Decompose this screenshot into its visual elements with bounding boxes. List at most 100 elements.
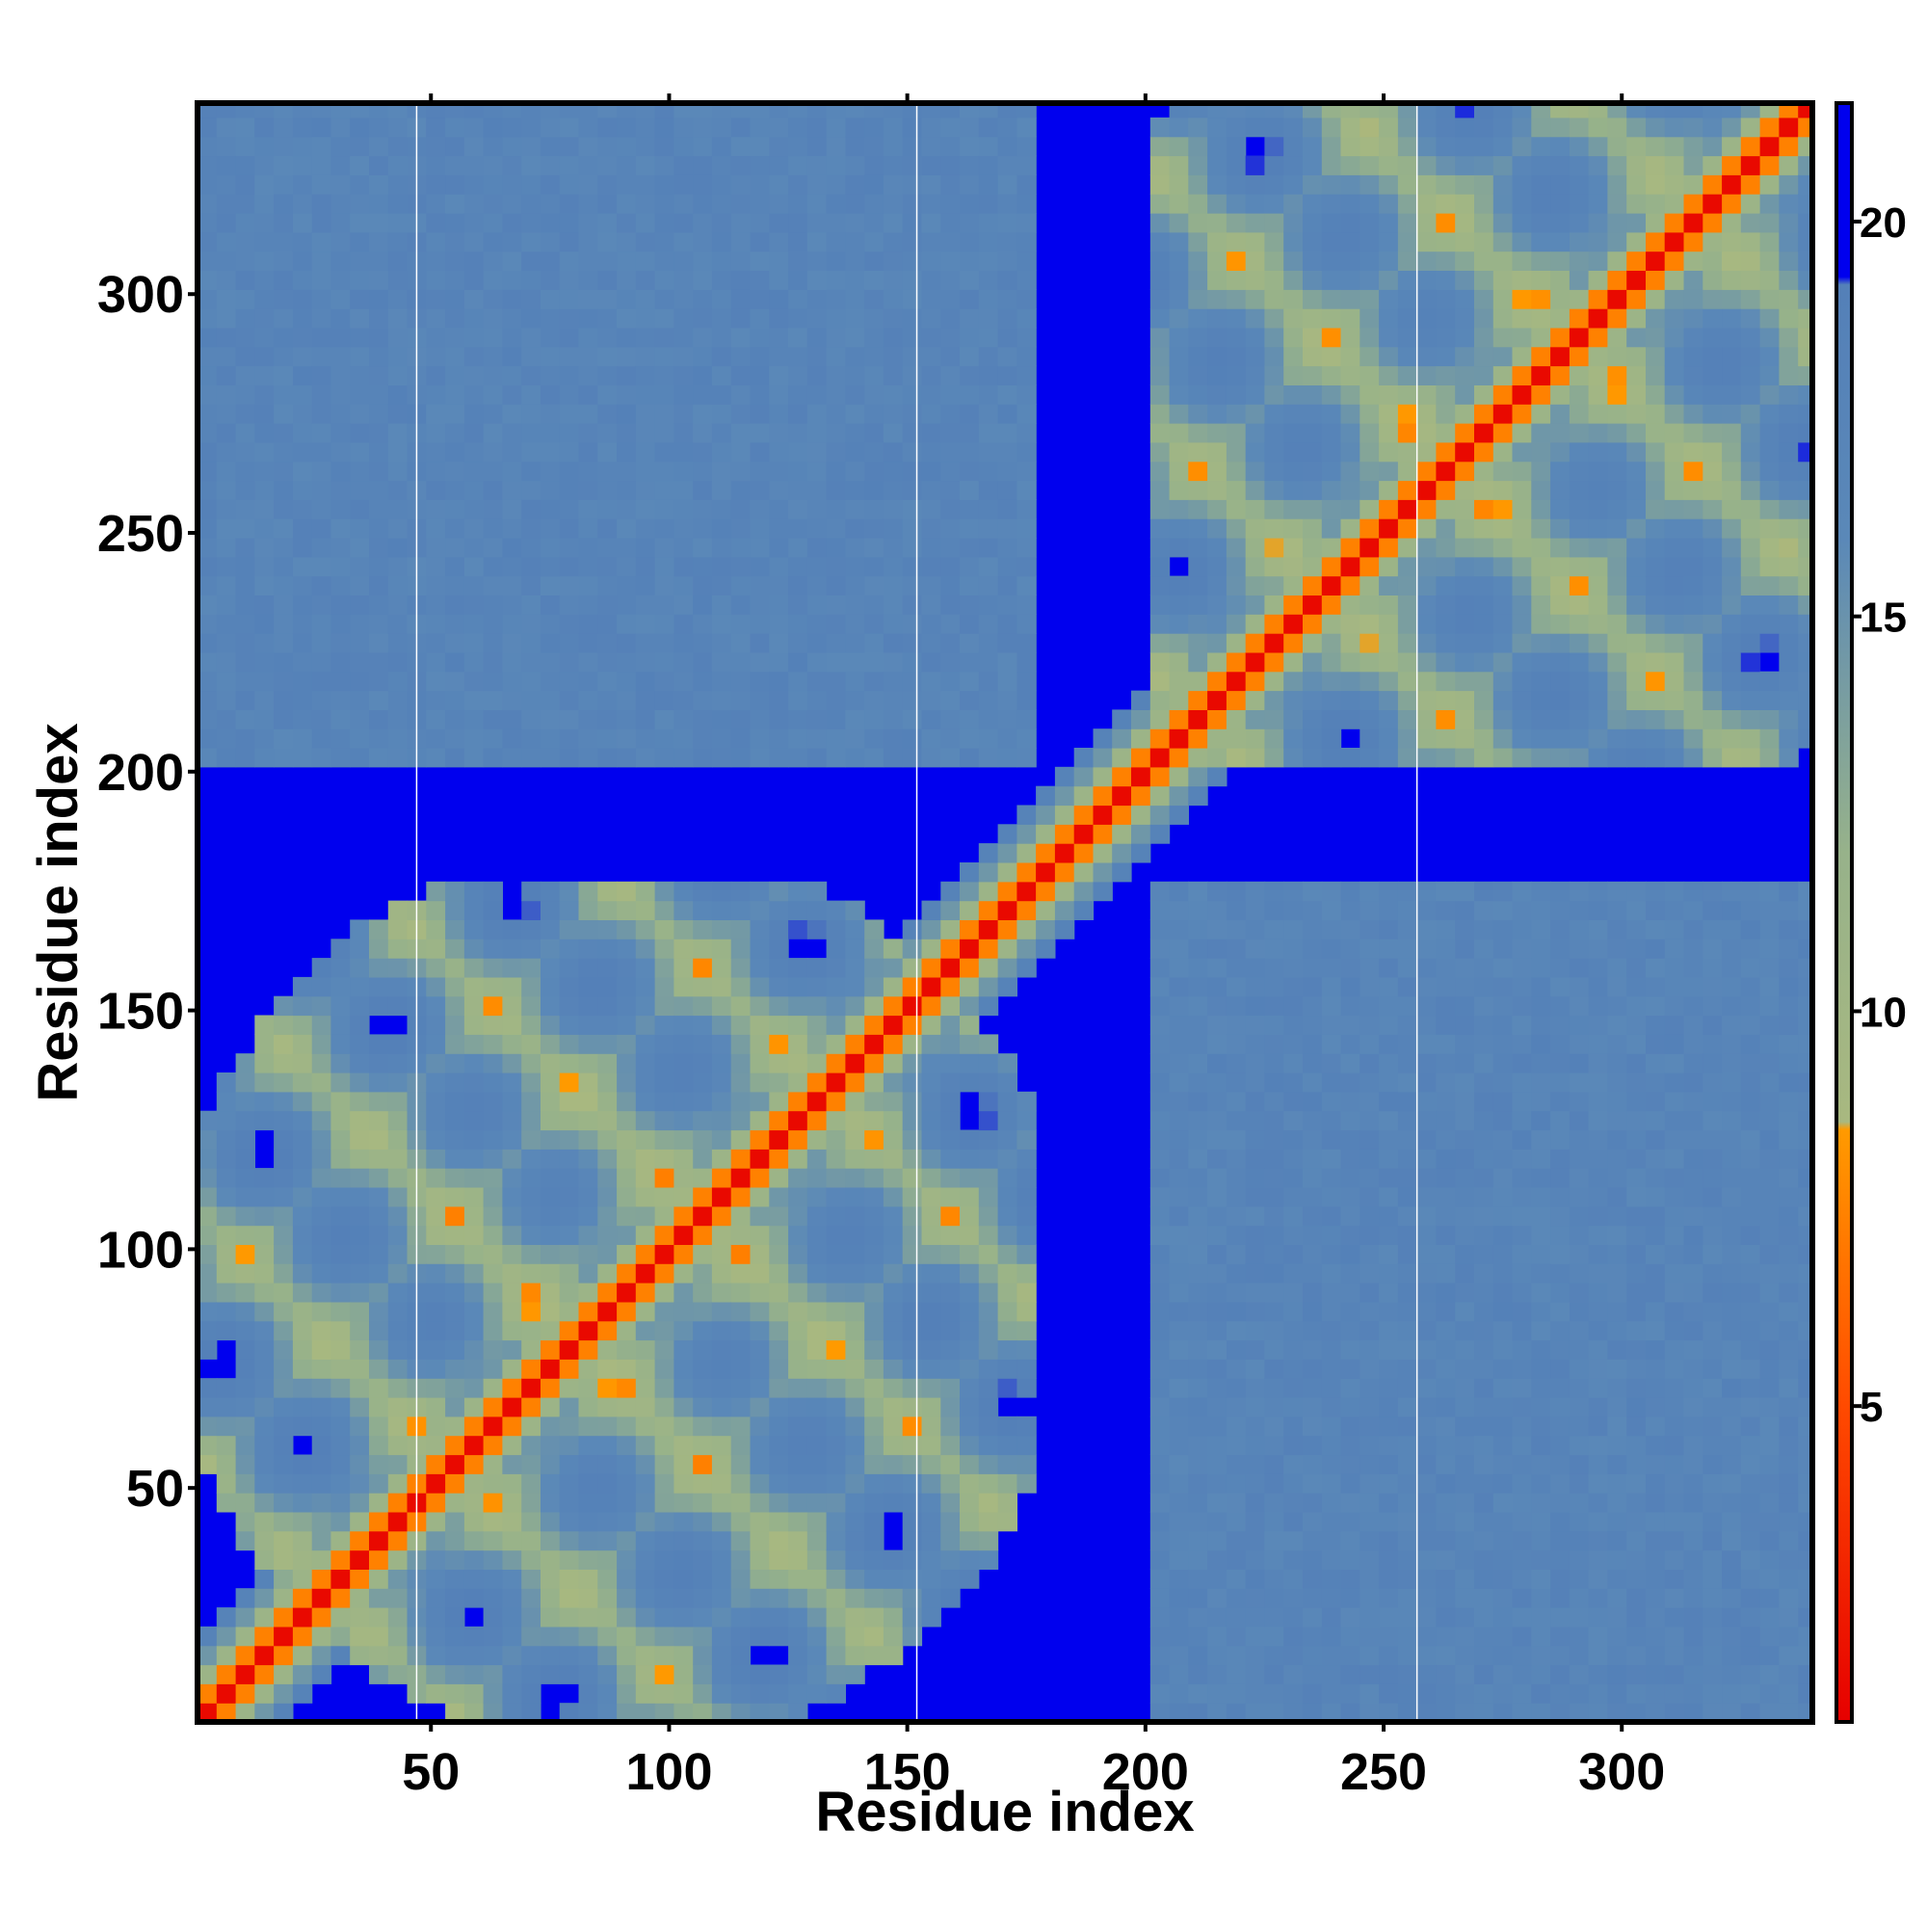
heatmap-cell <box>1512 461 1532 482</box>
heatmap-cell <box>1359 748 1380 768</box>
heatmap-cell <box>426 1530 446 1551</box>
heatmap-cell <box>940 690 961 710</box>
heatmap-cell <box>1321 1683 1342 1704</box>
heatmap-cell <box>1321 651 1342 673</box>
heatmap-cell <box>1416 1129 1438 1150</box>
heatmap-cell <box>1436 346 1456 367</box>
heatmap-cell <box>559 900 580 920</box>
heatmap-cell <box>502 1339 522 1360</box>
heatmap-cell <box>350 251 370 271</box>
heatmap-cell <box>1492 958 1514 978</box>
heatmap-cell <box>617 1683 637 1704</box>
heatmap-cell <box>1169 480 1189 500</box>
heatmap-cell <box>1188 1015 1208 1035</box>
heatmap-cell <box>330 1645 351 1666</box>
heatmap-cell <box>826 1168 846 1188</box>
heatmap-cell <box>254 1511 275 1532</box>
heatmap-cell <box>369 1435 389 1456</box>
heatmap-cell <box>254 1320 275 1341</box>
heatmap-cell <box>541 1187 561 1207</box>
heatmap-cell <box>274 480 294 500</box>
heatmap-cell <box>597 213 618 233</box>
heatmap-cell <box>730 155 752 175</box>
heatmap-cell <box>483 709 503 729</box>
heatmap-cell <box>769 1149 789 1169</box>
heatmap-cell <box>1245 1244 1266 1264</box>
heatmap-cell <box>330 538 351 558</box>
heatmap-cell <box>1016 365 1037 385</box>
heatmap-cell <box>769 518 789 539</box>
heatmap-cell <box>654 1493 674 1513</box>
heatmap-cell <box>1283 1053 1304 1073</box>
heatmap-cell <box>1492 1091 1514 1112</box>
heatmap-cell <box>806 1378 828 1398</box>
heatmap-cell <box>1416 1569 1438 1589</box>
heatmap-cell <box>1303 881 1323 902</box>
heatmap-cell <box>330 1378 351 1398</box>
heatmap-cell <box>1474 1320 1494 1341</box>
heatmap-cell <box>1321 308 1342 329</box>
heatmap-cell <box>1149 365 1171 385</box>
heatmap-cell <box>960 1549 980 1570</box>
heatmap-cell <box>1379 728 1399 749</box>
heatmap-cell <box>292 709 313 729</box>
heatmap-cell <box>330 1034 351 1054</box>
heatmap-cell <box>330 1187 351 1207</box>
heatmap-cell <box>369 103 389 119</box>
heatmap-cell <box>806 213 828 233</box>
heatmap-cell <box>1474 1110 1494 1131</box>
heatmap-cell <box>654 1683 674 1704</box>
heatmap-cell <box>369 155 389 175</box>
heatmap-cell <box>274 1053 294 1073</box>
heatmap-cell <box>711 1626 732 1647</box>
heatmap-cell <box>483 690 503 710</box>
heatmap-cell <box>806 1187 828 1207</box>
heatmap-cell <box>883 1034 904 1054</box>
heatmap-cell <box>521 1359 541 1379</box>
heatmap-cell <box>597 1435 618 1456</box>
heatmap-cell <box>1436 1359 1456 1379</box>
heatmap-cell <box>1512 1149 1532 1169</box>
heatmap-cell <box>502 1244 522 1264</box>
heatmap-cell <box>711 327 732 348</box>
heatmap-cell <box>559 1511 580 1532</box>
heatmap-cell <box>1226 1110 1247 1131</box>
heatmap-cell <box>654 748 674 768</box>
heatmap-cell <box>940 1205 961 1227</box>
heatmap-cell <box>1226 174 1247 195</box>
heatmap-cell <box>1207 1703 1227 1722</box>
heatmap-cell <box>1169 1683 1189 1704</box>
heatmap-cell <box>635 1473 656 1494</box>
heatmap-cell <box>1303 251 1323 271</box>
heatmap-cell <box>1492 919 1514 940</box>
heatmap-cell <box>350 1511 370 1532</box>
heatmap-cell <box>235 1645 255 1666</box>
heatmap-cell <box>1455 1645 1475 1666</box>
heatmap-cell <box>750 117 770 138</box>
heatmap-cell <box>1397 1703 1418 1722</box>
heatmap-cell <box>1188 958 1208 978</box>
heatmap-cell <box>769 995 789 1017</box>
heatmap-cell <box>1359 174 1380 195</box>
heatmap-cell <box>711 1072 732 1093</box>
heatmap-cell <box>387 1205 409 1227</box>
heatmap-cell <box>1093 766 1113 787</box>
heatmap-cell <box>788 633 808 653</box>
heatmap-cell <box>541 575 561 595</box>
heatmap-cell <box>502 1435 522 1456</box>
heatmap-cell <box>1188 136 1208 157</box>
heatmap-cell <box>1321 1493 1342 1513</box>
heatmap-cell <box>1264 1511 1284 1532</box>
heatmap-cell <box>235 1378 255 1398</box>
heatmap-cell <box>463 1454 485 1474</box>
heatmap-cell <box>311 1225 332 1245</box>
heatmap-cell <box>1397 308 1418 329</box>
heatmap-cell <box>769 308 789 329</box>
heatmap-cell <box>235 461 255 482</box>
heatmap-cell <box>1283 939 1304 959</box>
heatmap-cell <box>1303 441 1323 463</box>
heatmap-cell <box>597 958 618 978</box>
heatmap-cell <box>426 958 446 978</box>
heatmap-cell <box>845 1569 865 1589</box>
heatmap-cell <box>788 365 808 385</box>
